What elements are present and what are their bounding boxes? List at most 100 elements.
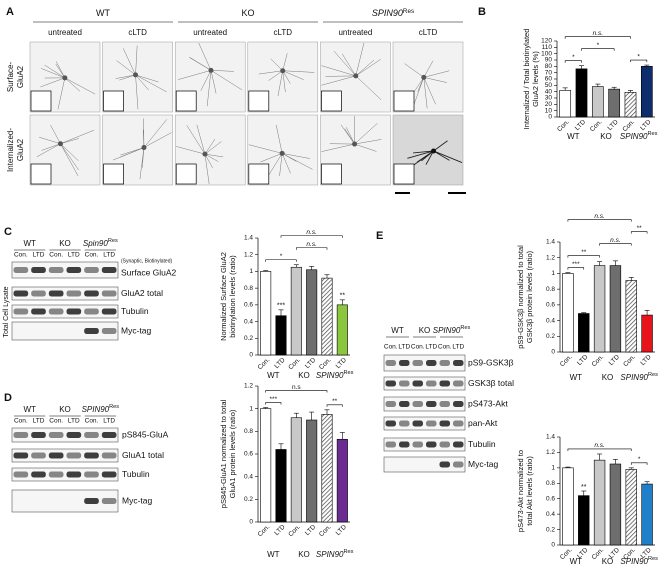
- y-tick-label: 1: [249, 405, 253, 412]
- neurite: [321, 75, 356, 86]
- significance: ***: [270, 396, 278, 403]
- neurite: [55, 63, 66, 78]
- soma: [280, 68, 286, 74]
- blot-band: [399, 380, 410, 387]
- significance: *: [280, 253, 283, 260]
- blot-band: [101, 452, 117, 459]
- significance: **: [332, 398, 338, 405]
- inset: [248, 163, 270, 185]
- neurite: [135, 74, 167, 93]
- blot-band: [66, 471, 82, 478]
- blot-band: [13, 290, 29, 297]
- blot-band: [101, 267, 117, 273]
- neurite: [433, 150, 463, 164]
- y-tick-label: 1: [249, 268, 253, 275]
- y-tick-label: 0.8: [244, 285, 253, 292]
- blot-band: [453, 360, 464, 366]
- group-superscript: Res: [648, 556, 658, 562]
- y-tick-label: 0.6: [244, 302, 253, 309]
- blot-band: [439, 380, 450, 387]
- blot-band: [101, 471, 117, 478]
- blot-band: [31, 290, 46, 297]
- blot-strip: [11, 427, 119, 443]
- lane-label: Con.: [85, 418, 99, 425]
- y-tick-label: 1.4: [546, 239, 555, 246]
- neurite: [282, 70, 291, 84]
- y-tick-label: 0.2: [546, 333, 555, 340]
- neurite: [282, 70, 286, 93]
- neurite: [354, 143, 377, 152]
- group-label: WT: [267, 550, 280, 559]
- soma: [279, 150, 285, 156]
- group-name: KO: [298, 371, 310, 380]
- y-tick-label: 0.6: [546, 495, 555, 502]
- blot-band: [426, 420, 437, 427]
- x-tick-label: Con.: [287, 524, 302, 539]
- inset: [175, 90, 197, 112]
- neurite: [186, 125, 206, 155]
- neurite: [176, 146, 206, 155]
- neurite: [143, 119, 168, 148]
- group-label: WT: [567, 132, 580, 141]
- neurite: [423, 60, 434, 78]
- y-tick-label: 0.4: [244, 473, 253, 480]
- blot-row-label: Surface GluA2: [121, 267, 177, 277]
- significance: **: [637, 225, 643, 232]
- blot-band: [453, 380, 464, 387]
- neurite: [135, 74, 139, 110]
- x-tick-label: Con.: [621, 119, 636, 134]
- bar: [608, 88, 621, 118]
- group-label: KO: [59, 239, 71, 248]
- blot-band: [399, 420, 410, 427]
- group-label: KO: [298, 371, 310, 380]
- blot-band: [48, 471, 64, 478]
- neurite: [123, 48, 136, 76]
- blot-band: [426, 360, 437, 366]
- y-tick-label: 1.4: [546, 434, 555, 441]
- neurite: [204, 153, 213, 169]
- blot-band: [66, 308, 82, 315]
- group-name: WT: [391, 326, 404, 335]
- bar: [275, 449, 287, 523]
- y-tick-label: 1.2: [244, 383, 253, 390]
- lane-label: LTD: [103, 418, 115, 425]
- significance: **: [581, 249, 587, 256]
- condition-label: untreated: [338, 28, 372, 37]
- blot-band: [84, 452, 99, 459]
- row-label: GluA2: [16, 65, 25, 88]
- condition-label: cLTD: [274, 28, 293, 37]
- neurite: [39, 136, 61, 144]
- lane-label: Con.: [14, 252, 28, 259]
- panel-label: D: [4, 392, 12, 404]
- significance-bracket: [265, 402, 282, 405]
- blot-row-label: GSK3β total: [468, 378, 514, 388]
- group-superscript: Res: [460, 325, 470, 331]
- neurite: [355, 42, 365, 76]
- blot-band: [412, 360, 423, 366]
- blot-band: [439, 360, 450, 366]
- significance-bracket: [567, 267, 585, 270]
- neurite: [344, 128, 355, 145]
- group-name: KO: [602, 557, 614, 566]
- blot-band: [13, 308, 29, 315]
- group-label: Spin90Res: [83, 238, 118, 248]
- y-tick-label: 60: [545, 76, 553, 83]
- soma: [62, 75, 68, 81]
- blot-band: [385, 420, 396, 427]
- blot-band: [31, 432, 46, 438]
- y-tick-label: 0.4: [546, 511, 555, 518]
- y-tick-label: 0.4: [244, 318, 253, 325]
- blot-row-label: Myc-tag: [122, 495, 153, 505]
- bar: [625, 469, 637, 546]
- panel-label: A: [6, 6, 14, 18]
- neurite: [423, 77, 447, 83]
- neurite: [60, 138, 79, 144]
- bar: [593, 265, 606, 353]
- significance-bracket: [567, 219, 632, 222]
- condition-label: cLTD: [419, 28, 438, 37]
- soma: [431, 148, 437, 154]
- y-tick-label: 0: [249, 519, 253, 526]
- group-name: WT: [23, 239, 36, 248]
- bar: [275, 315, 287, 356]
